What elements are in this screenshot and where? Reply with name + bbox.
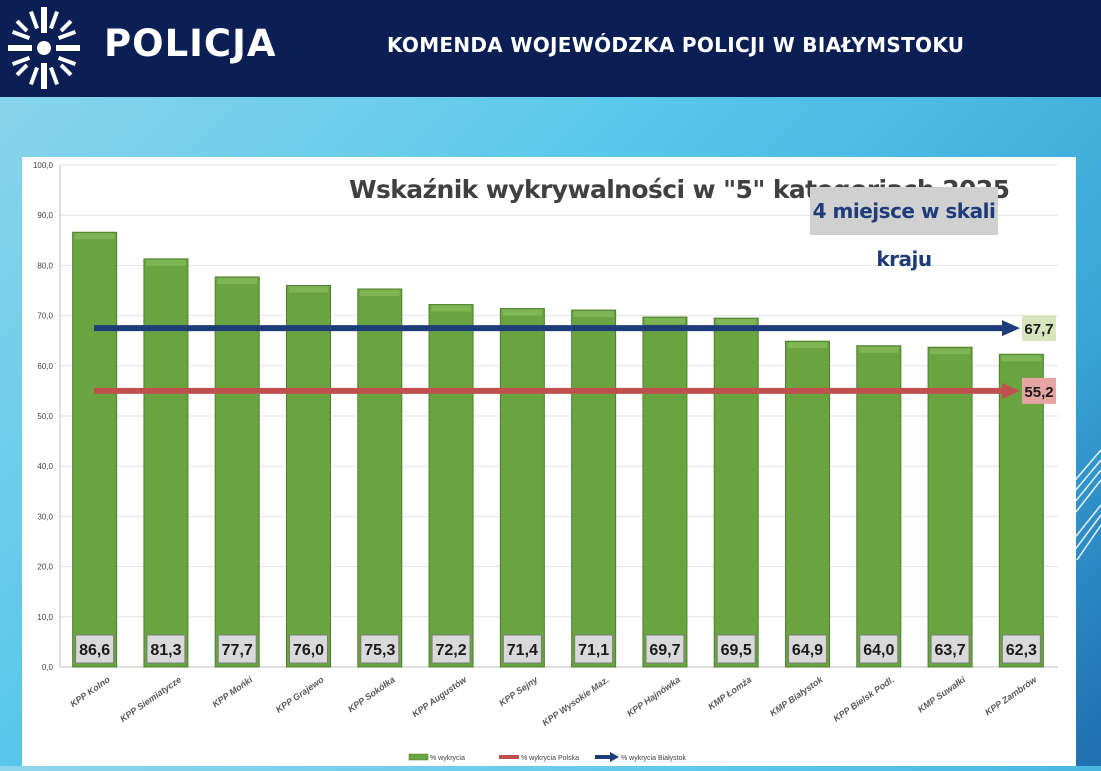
bar-highlight — [858, 346, 899, 353]
bar-highlight — [716, 319, 757, 326]
bar-highlight — [644, 318, 685, 325]
header-bar: POLICJA KOMENDA WOJEWÓDZKA POLICJI W BIA… — [0, 0, 1101, 97]
data-label: 77,7 — [222, 642, 253, 659]
data-label: 75,3 — [364, 642, 395, 659]
bar-highlight — [502, 309, 543, 316]
legend-swatch-bars — [408, 753, 429, 761]
bar-chart: 0,0 10,0 20,0 30,0 40,0 50,0 60,0 70,0 80,0 90,0 1… — [33, 161, 1058, 762]
x-tick-label: KPP Wysokie Maz. — [540, 674, 610, 728]
data-label-box — [788, 634, 827, 664]
x-tick-label: KPP Grajewo — [274, 674, 326, 715]
bar — [642, 316, 688, 668]
data-label-box — [360, 634, 400, 664]
bar-highlight — [288, 286, 329, 293]
polska-label-box — [1022, 377, 1056, 404]
y-tick-label: 80,0 — [37, 261, 53, 270]
bar — [72, 231, 118, 668]
bar — [856, 345, 902, 668]
bar-highlight — [573, 311, 614, 318]
bar — [785, 340, 830, 668]
data-label-box — [859, 634, 899, 664]
x-tick-label: KPP Zambrów — [983, 674, 1039, 718]
data-label: 69,7 — [649, 642, 680, 659]
x-tick-label: KPP Augustów — [410, 674, 469, 719]
legend-label: % wykrycia — [430, 755, 465, 762]
bar — [428, 304, 474, 668]
x-tick-label: KPP Sejny — [497, 674, 540, 708]
y-tick-label: 60,0 — [37, 362, 53, 371]
page-title: KOMENDA WOJEWÓDZKA POLICJI W BIAŁYMSTOKU — [387, 33, 965, 57]
x-tick-label: KPP Siemiatycze — [118, 674, 183, 724]
data-label: 62,3 — [1006, 642, 1037, 659]
data-label-box — [930, 634, 970, 664]
bar — [927, 346, 973, 668]
y-tick-label: 50,0 — [37, 412, 53, 421]
y-tick-label: 70,0 — [37, 312, 53, 321]
bar-highlight — [145, 259, 186, 266]
data-label: 64,9 — [792, 642, 823, 659]
polska-arrow — [1002, 382, 1020, 399]
data-label: 81,3 — [150, 642, 181, 659]
x-tick-label: KPP Hajnówka — [625, 674, 682, 718]
data-label: 64,0 — [863, 642, 894, 659]
y-tick-label: 30,0 — [37, 512, 53, 521]
x-tick-label: KPP Kolno — [68, 674, 112, 709]
chart-panel: 0,0 10,0 20,0 30,0 40,0 50,0 60,0 70,0 80,0 90,0 1… — [22, 157, 1076, 766]
data-label-box — [146, 634, 186, 664]
data-label-box — [645, 634, 685, 664]
bar — [143, 258, 189, 668]
bialystok-arrow — [1002, 320, 1020, 337]
bar-highlight — [217, 277, 258, 284]
bar-highlight — [930, 348, 971, 355]
x-tick-label: KPP Mońki — [210, 674, 254, 709]
bar — [571, 309, 617, 668]
bialystok-label-box — [1022, 315, 1056, 342]
data-label: 69,5 — [721, 642, 752, 659]
data-label-box — [217, 634, 257, 664]
bar-highlight — [74, 233, 115, 240]
bar — [214, 276, 260, 668]
y-tick-label: 100,0 — [33, 161, 54, 170]
bar-highlight — [359, 289, 400, 296]
police-star-icon — [8, 7, 80, 89]
bar — [286, 284, 331, 668]
data-label-box — [574, 634, 614, 664]
x-tick-label: KMP Białystok — [768, 674, 825, 718]
data-label-box — [716, 634, 756, 664]
data-label: 71,1 — [578, 642, 609, 659]
data-label: 86,6 — [79, 642, 110, 659]
legend-arrow-bialystok — [610, 752, 619, 762]
legend-label: % wykrycia Polska — [521, 755, 579, 762]
y-tick-label: 90,0 — [37, 211, 53, 220]
data-label-box — [75, 634, 115, 664]
y-tick-label: 0,0 — [42, 663, 54, 672]
logo-text: POLICJA — [104, 22, 277, 65]
data-label-box — [289, 634, 328, 664]
data-label: 71,4 — [507, 642, 538, 659]
bar — [998, 353, 1044, 668]
x-tick-label: KPP Bielsk Podl. — [831, 674, 895, 723]
bar — [713, 317, 759, 668]
data-label: 72,2 — [436, 642, 467, 659]
data-label: 63,7 — [935, 642, 966, 659]
rank-annotation: 4 miejsce w skali kraju — [810, 187, 998, 271]
polska-label: 55,2 — [1024, 384, 1053, 401]
x-tick-label: KMP Łomża — [706, 674, 753, 711]
y-tick-label: 10,0 — [37, 613, 53, 622]
bar-highlight — [431, 305, 472, 312]
y-tick-label: 20,0 — [37, 563, 53, 572]
bar — [357, 288, 403, 668]
bialystok-label: 67,7 — [1024, 321, 1053, 338]
y-tick-label: 40,0 — [37, 462, 53, 471]
bar-highlight — [787, 342, 828, 349]
bar-highlight — [1001, 355, 1042, 362]
data-label-box — [502, 634, 542, 664]
data-label: 76,0 — [293, 642, 324, 659]
legend-label: % wykrycia Białystok — [621, 755, 686, 762]
data-label-box — [1001, 634, 1041, 664]
x-tick-label: KMP Suwałki — [916, 674, 968, 714]
x-tick-label: KPP Sokółka — [346, 674, 397, 714]
bar — [499, 308, 545, 668]
data-label-box — [431, 634, 471, 664]
